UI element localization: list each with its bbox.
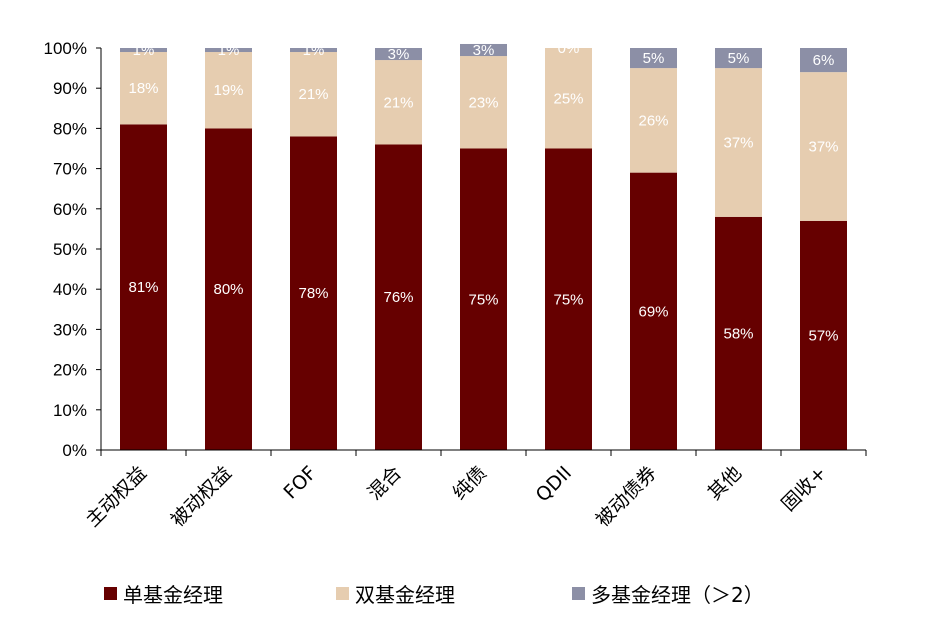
data-label: 19% <box>213 82 243 99</box>
bar-segment <box>545 48 592 149</box>
bar-segment <box>460 148 507 450</box>
y-tick-label: 80% <box>53 119 87 138</box>
y-tick-label: 10% <box>53 401 87 420</box>
bar-segment <box>120 124 167 450</box>
x-tick-label: 主动权益 <box>82 462 151 531</box>
legend-swatch-single <box>104 586 117 600</box>
y-tick-label: 20% <box>53 361 87 380</box>
bar-segment <box>630 172 677 450</box>
bar-segment <box>800 220 847 450</box>
legend-swatch-double <box>336 586 349 600</box>
y-tick-label: 40% <box>53 280 87 299</box>
x-tick-label: 被动权益 <box>167 462 236 531</box>
bar-segment <box>120 48 167 53</box>
bar-segment <box>290 52 337 137</box>
x-tick-label: 固收+ <box>777 462 831 516</box>
bar-segment <box>460 56 507 149</box>
data-label: 25% <box>553 90 583 107</box>
legend-label-double: 双基金经理 <box>355 582 455 607</box>
data-label: 76% <box>383 289 413 306</box>
y-tick-label: 90% <box>53 79 87 98</box>
bar-segment <box>715 68 762 217</box>
data-label: 1% <box>133 42 155 59</box>
bar-segment <box>545 148 592 450</box>
legend-label-multi: 多基金经理（＞2） <box>591 582 764 607</box>
y-tick-label: 60% <box>53 200 87 219</box>
data-label: 5% <box>728 50 750 67</box>
x-tick-label: 纯债 <box>449 462 491 504</box>
data-label: 5% <box>643 50 665 67</box>
bar-segment <box>800 48 847 73</box>
bar-segment <box>205 128 252 450</box>
data-labels: 81% 18% 1% 80% 19% 1% 78% 21% 1% 76% 21% 3% 75% 23% 3%… <box>128 40 838 344</box>
data-label: 3% <box>388 46 410 63</box>
bar-segment <box>120 52 167 125</box>
data-label: 0% <box>558 40 580 57</box>
data-label: 23% <box>468 94 498 111</box>
bar-segment <box>375 144 422 451</box>
bar-segment <box>290 48 337 53</box>
data-label: 1% <box>303 42 325 59</box>
y-tick-label: 50% <box>53 240 87 259</box>
data-label: 75% <box>553 291 583 308</box>
bar-segment <box>375 48 422 61</box>
legend-item-double: 双基金经理 <box>336 579 572 608</box>
data-label: 21% <box>298 86 328 103</box>
y-tick-label: 70% <box>53 160 87 179</box>
data-label: 6% <box>813 52 835 69</box>
bar-segment <box>715 48 762 69</box>
data-label: 69% <box>638 303 668 320</box>
x-axis: 主动权益 被动权益 FOF 混合 纯债 QDII 被动债券 其他 固收+ <box>82 449 867 531</box>
data-label: 81% <box>128 279 158 296</box>
y-tick-label: 30% <box>53 320 87 339</box>
data-label: 3% <box>473 42 495 59</box>
bar-segment <box>800 72 847 221</box>
legend-label-single: 单基金经理 <box>123 582 223 607</box>
bar-segment <box>205 48 252 53</box>
legend: 单基金经理 双基金经理 多基金经理（＞2） <box>104 578 764 608</box>
legend-swatch-multi <box>572 586 585 600</box>
y-tick-label: 0% <box>62 441 87 460</box>
y-tick-label: 100% <box>44 39 87 58</box>
x-tick-label: 其他 <box>704 462 746 504</box>
x-tick-label: QDII <box>532 462 576 506</box>
bar-segment <box>290 136 337 450</box>
bars <box>120 43 847 451</box>
data-label: 58% <box>723 325 753 342</box>
data-label: 21% <box>383 94 413 111</box>
bar-segment <box>205 52 252 129</box>
data-label: 1% <box>218 42 240 59</box>
legend-item-single: 单基金经理 <box>104 579 336 608</box>
data-label: 37% <box>723 134 753 151</box>
data-label: 18% <box>128 80 158 97</box>
x-tick-label: 被动债券 <box>592 462 661 531</box>
legend-item-multi: 多基金经理（＞2） <box>572 579 764 608</box>
bar-segment <box>630 68 677 173</box>
stacked-bar-chart: 0% 10% 20% 30% 40% 50% 60% 70% 80% 90% 100% 81% 18%… <box>44 39 867 531</box>
bar-segment <box>375 60 422 145</box>
y-axis: 0% 10% 20% 30% 40% 50% 60% 70% 80% 90% 100% <box>44 39 102 460</box>
bar-segment <box>715 216 762 450</box>
data-label: 57% <box>808 327 838 344</box>
data-label: 26% <box>638 112 668 129</box>
x-tick-label: 混合 <box>364 462 406 504</box>
bar-segment <box>460 43 507 57</box>
data-label: 75% <box>468 291 498 308</box>
bar-segment <box>630 48 677 69</box>
data-label: 37% <box>808 138 838 155</box>
x-tick-label: FOF <box>279 462 321 504</box>
data-label: 80% <box>213 281 243 298</box>
data-label: 78% <box>298 285 328 302</box>
